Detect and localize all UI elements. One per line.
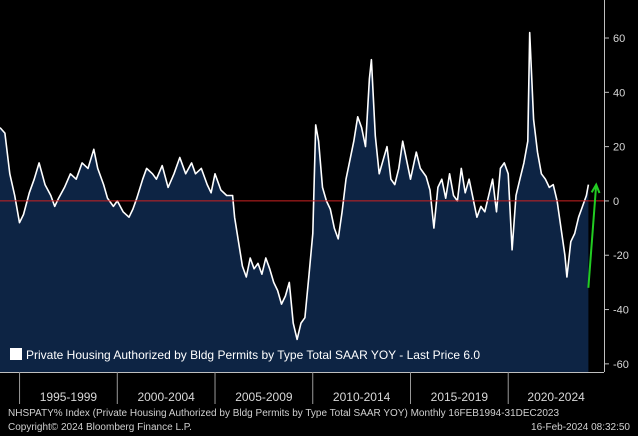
arrow-head [590, 182, 601, 194]
footer-copyright: Copyright© 2024 Bloomberg Finance L.P. [8, 422, 192, 433]
legend: Private Housing Authorized by Bldg Permi… [10, 348, 480, 362]
legend-swatch [10, 348, 22, 360]
x-range-label: 2000-2004 [137, 390, 195, 404]
y-tick-label: 20 [613, 142, 625, 154]
footer-line-2: Copyright© 2024 Bloomberg Finance L.P. 1… [8, 422, 630, 433]
footer-timestamp: 16-Feb-2024 08:32:50 [531, 422, 630, 433]
chart: 60 40 20 0 -20 -40 -60 1995-1999 2000-2004 2005-… [0, 0, 629, 404]
y-tick-label: -40 [613, 305, 629, 317]
x-range-label: 2005-2009 [235, 390, 293, 404]
y-tick-label: 40 [613, 87, 625, 99]
x-range-label: 2015-2019 [431, 390, 489, 404]
x-range-label: 2010-2014 [333, 390, 391, 404]
x-range-label: 1995-1999 [40, 390, 98, 404]
x-range-label: 2020-2024 [527, 390, 585, 404]
y-axis: 60 40 20 0 -20 -40 -60 [604, 0, 629, 372]
footer-line-1: NHSPATY% Index (Private Housing Authoriz… [8, 408, 630, 419]
series-area [0, 32, 589, 372]
y-tick-label: -20 [613, 250, 629, 262]
y-tick-label: 60 [613, 33, 625, 45]
legend-label: Private Housing Authorized by Bldg Permi… [26, 348, 480, 362]
y-tick-label: 0 [613, 196, 619, 208]
x-axis: 1995-1999 2000-2004 2005-2009 2010-2014 2015… [0, 372, 604, 404]
y-tick-label: -60 [613, 359, 629, 371]
footer-description: NHSPATY% Index (Private Housing Authoriz… [8, 408, 560, 419]
trend-arrow [587, 182, 601, 288]
arrow-shaft [587, 184, 598, 288]
